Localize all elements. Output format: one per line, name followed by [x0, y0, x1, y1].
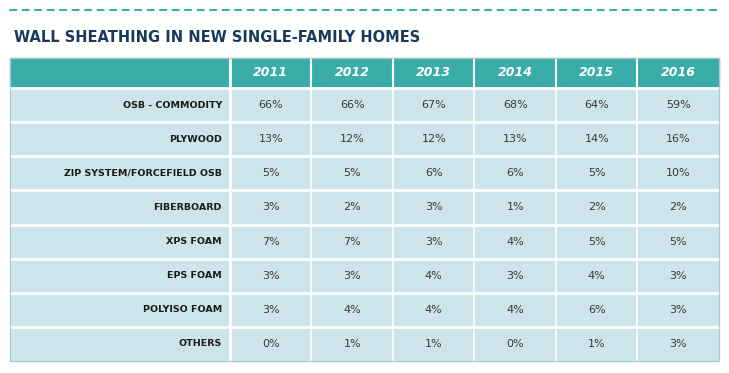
Text: 66%: 66%: [259, 100, 283, 110]
Text: 5%: 5%: [343, 168, 361, 178]
Text: 14%: 14%: [585, 134, 609, 144]
Bar: [10, 156, 719, 190]
Text: 6%: 6%: [588, 305, 606, 315]
Text: 4%: 4%: [343, 305, 361, 315]
Text: 66%: 66%: [340, 100, 364, 110]
Bar: [10, 190, 719, 225]
Text: 7%: 7%: [343, 236, 361, 247]
Text: 5%: 5%: [588, 236, 606, 247]
Text: PLYWOOD: PLYWOOD: [169, 135, 222, 144]
Bar: [10, 58, 719, 361]
Text: 5%: 5%: [588, 168, 606, 178]
Text: POLYISO FOAM: POLYISO FOAM: [143, 305, 222, 314]
Text: 4%: 4%: [425, 271, 443, 281]
Text: 0%: 0%: [507, 339, 524, 349]
Text: 12%: 12%: [421, 134, 446, 144]
Text: 2014: 2014: [498, 66, 533, 79]
Text: 1%: 1%: [507, 203, 524, 213]
Text: 64%: 64%: [585, 100, 609, 110]
Text: XPS FOAM: XPS FOAM: [166, 237, 222, 246]
Text: WALL SHEATHING IN NEW SINGLE-FAMILY HOMES: WALL SHEATHING IN NEW SINGLE-FAMILY HOME…: [14, 31, 420, 46]
Text: 3%: 3%: [669, 339, 687, 349]
Text: 4%: 4%: [588, 271, 606, 281]
Text: 2%: 2%: [588, 203, 606, 213]
Text: 3%: 3%: [507, 271, 524, 281]
Text: 5%: 5%: [262, 168, 279, 178]
Text: 3%: 3%: [425, 203, 443, 213]
Text: 12%: 12%: [340, 134, 364, 144]
Text: 1%: 1%: [343, 339, 361, 349]
Text: 2015: 2015: [580, 66, 615, 79]
Bar: [10, 88, 719, 122]
Text: 2013: 2013: [416, 66, 451, 79]
Text: 2%: 2%: [343, 203, 361, 213]
Text: 3%: 3%: [425, 236, 443, 247]
Text: ZIP SYSTEM/FORCEFIELD OSB: ZIP SYSTEM/FORCEFIELD OSB: [64, 169, 222, 178]
Bar: [10, 122, 719, 156]
Text: 3%: 3%: [262, 203, 279, 213]
Text: OSB - COMMODITY: OSB - COMMODITY: [122, 101, 222, 110]
Text: 3%: 3%: [669, 305, 687, 315]
Text: 67%: 67%: [421, 100, 446, 110]
Text: 2%: 2%: [669, 203, 687, 213]
Text: 16%: 16%: [666, 134, 690, 144]
Bar: [10, 258, 719, 293]
Text: 68%: 68%: [503, 100, 528, 110]
Text: 4%: 4%: [425, 305, 443, 315]
Text: 4%: 4%: [507, 305, 524, 315]
Bar: [10, 327, 719, 361]
Text: 3%: 3%: [669, 271, 687, 281]
Text: 5%: 5%: [669, 236, 687, 247]
Bar: [10, 58, 719, 88]
Text: 13%: 13%: [259, 134, 283, 144]
Text: 2011: 2011: [253, 66, 288, 79]
Text: 2012: 2012: [335, 66, 370, 79]
Text: FIBERBOARD: FIBERBOARD: [154, 203, 222, 212]
Bar: [10, 225, 719, 258]
Text: 10%: 10%: [666, 168, 690, 178]
Text: 4%: 4%: [507, 236, 524, 247]
Text: 13%: 13%: [503, 134, 528, 144]
Text: 3%: 3%: [262, 305, 279, 315]
Text: 6%: 6%: [507, 168, 524, 178]
Text: 0%: 0%: [262, 339, 279, 349]
Text: 3%: 3%: [262, 271, 279, 281]
Text: 3%: 3%: [343, 271, 361, 281]
Text: EPS FOAM: EPS FOAM: [167, 271, 222, 280]
Text: OTHERS: OTHERS: [179, 339, 222, 348]
Bar: [10, 293, 719, 327]
Text: 1%: 1%: [588, 339, 606, 349]
Text: 59%: 59%: [666, 100, 690, 110]
Text: 6%: 6%: [425, 168, 443, 178]
Text: 1%: 1%: [425, 339, 443, 349]
Text: 2016: 2016: [660, 66, 695, 79]
Text: 7%: 7%: [262, 236, 280, 247]
